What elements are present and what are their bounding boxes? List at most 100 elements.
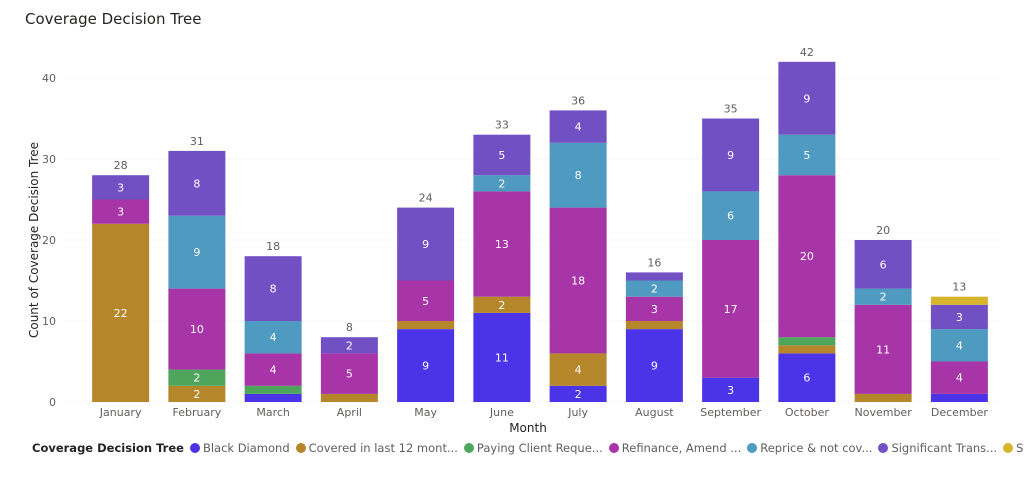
data-label: 8 (193, 177, 200, 190)
legend-dot-icon (608, 443, 619, 453)
y-tick-label: 10 (42, 315, 56, 328)
total-label: 31 (190, 135, 204, 148)
x-tick-label: August (635, 406, 674, 419)
bar-segment (930, 329, 988, 362)
data-label: 10 (190, 323, 204, 336)
bar-segment (778, 134, 836, 176)
legend-dot-icon (463, 443, 474, 453)
bar-segment (854, 288, 912, 305)
data-label: 4 (270, 364, 277, 377)
total-label: 20 (876, 224, 890, 237)
bar-segment (397, 321, 455, 330)
data-label: 9 (651, 360, 658, 373)
data-label: 2 (498, 177, 505, 190)
data-label: 6 (880, 258, 887, 271)
bar-segment (854, 304, 912, 394)
bar-segment (625, 272, 683, 281)
bar-segment (549, 142, 607, 208)
data-label: 3 (651, 303, 658, 316)
total-label: 35 (724, 103, 738, 116)
data-label: 6 (803, 372, 810, 385)
bar-segment (778, 61, 836, 135)
data-label: 5 (346, 368, 353, 381)
legend-dot-icon (1003, 443, 1014, 453)
total-label: 13 (952, 281, 966, 294)
legend-label: Paying Client Reque... (476, 441, 603, 455)
data-label: 8 (575, 169, 582, 182)
data-label: 2 (346, 339, 353, 352)
data-label: 13 (495, 238, 509, 251)
x-tick-label: July (567, 406, 588, 419)
data-label: 3 (956, 311, 963, 324)
x-tick-label: May (414, 406, 437, 419)
legend-item[interactable]: Paying Client Reque... (463, 441, 603, 455)
data-label: 3 (117, 181, 124, 194)
bar-segment (168, 385, 226, 402)
data-label: 3 (727, 384, 734, 397)
legend-item[interactable]: Black Diamond (189, 441, 290, 455)
legend-item[interactable]: Covered in last 12 mont... (295, 441, 458, 455)
bar-segment (168, 369, 226, 386)
y-axis-label: Count of Coverage Decision Tree (27, 142, 41, 338)
bar-segment (244, 385, 302, 394)
data-label: 18 (571, 275, 585, 288)
legend-item[interactable]: Reprice & not cov... (747, 441, 872, 455)
data-label: 8 (270, 283, 277, 296)
total-label: 28 (114, 159, 128, 172)
data-label: 4 (956, 372, 963, 385)
data-label: 4 (575, 121, 582, 134)
legend-dot-icon (295, 443, 306, 453)
bar-segment (625, 280, 683, 297)
bar-segment (854, 393, 912, 402)
legend-item[interactable]: Refinance, Amend ... (608, 441, 741, 455)
bar-segment (244, 353, 302, 386)
data-label: 9 (803, 92, 810, 105)
bar-segment (92, 199, 150, 224)
legend-dot-icon (189, 443, 200, 453)
bar-segment (702, 240, 760, 378)
data-label: 20 (800, 250, 814, 263)
data-label: 2 (651, 283, 658, 296)
legend-label: Covered in last 12 mont... (308, 441, 458, 455)
legend-label: Reprice & not cov... (760, 441, 873, 455)
legend-dot-icon (747, 443, 758, 453)
bar-segment (397, 280, 455, 321)
legend-item[interactable]: Significant Tra... (1003, 441, 1024, 455)
legend-label: Significant Tra... (1016, 441, 1024, 455)
bar-segment (92, 223, 150, 402)
data-label: 2 (193, 388, 200, 401)
total-label: 42 (800, 46, 814, 59)
data-label: 6 (727, 210, 734, 223)
y-tick-label: 0 (49, 396, 56, 409)
legend-item[interactable]: Significant Trans... (878, 441, 997, 455)
data-label: 2 (193, 372, 200, 385)
bar-segment (473, 296, 531, 313)
x-tick-label: March (256, 406, 290, 419)
legend-dot-icon (878, 443, 889, 453)
bar-segment (778, 337, 836, 346)
y-tick-label: 20 (42, 234, 56, 247)
bar-segment (320, 337, 378, 354)
bar-segment (778, 175, 836, 338)
bar-segment (930, 304, 988, 330)
bar-segment (244, 393, 302, 402)
data-label: 5 (803, 149, 810, 162)
data-label: 9 (193, 246, 200, 259)
data-label: 4 (956, 339, 963, 352)
bar-segment (625, 329, 683, 402)
bar-segment (473, 134, 531, 176)
x-tick-label: April (337, 406, 362, 419)
bar-segment (549, 207, 607, 354)
total-label: 24 (419, 192, 433, 205)
bar-segment (397, 207, 455, 281)
bar-segment (549, 110, 607, 143)
data-label: 4 (575, 364, 582, 377)
bar-segment (244, 321, 302, 354)
data-label: 2 (498, 299, 505, 312)
bar-segment (625, 321, 683, 330)
bar-segment (168, 150, 226, 216)
bar-segment (778, 353, 836, 402)
x-tick-label: February (173, 406, 222, 419)
x-axis-label: Month (509, 421, 547, 435)
